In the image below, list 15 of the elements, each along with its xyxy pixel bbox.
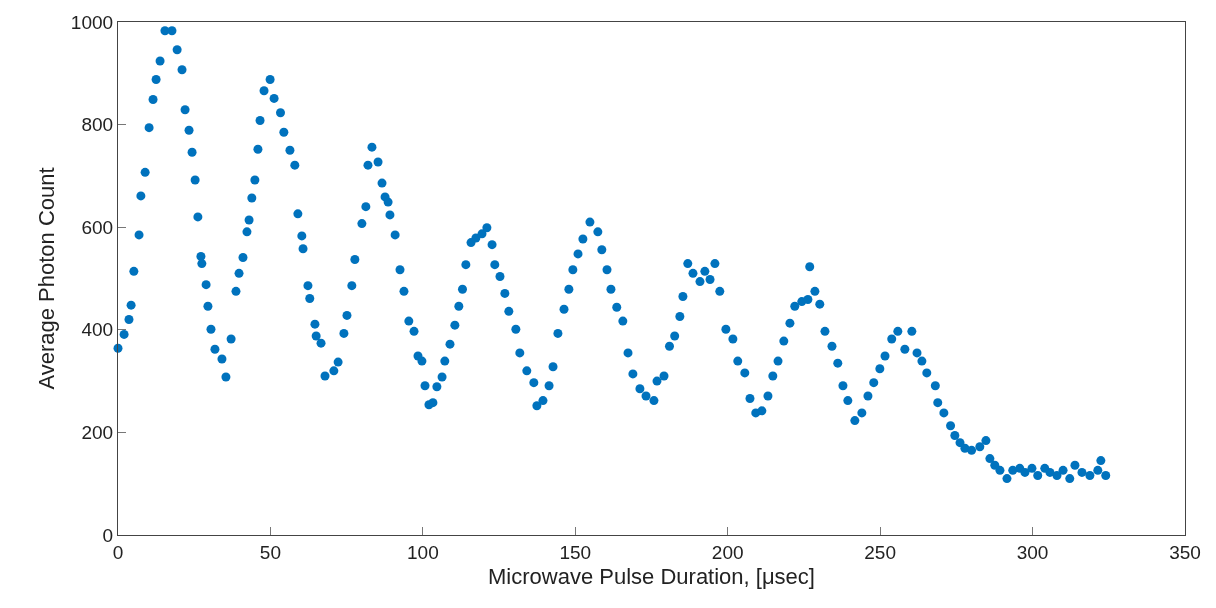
- x-tick-label: 250: [864, 541, 896, 563]
- y-axis-title: Average Photon Count: [33, 167, 59, 390]
- y-tick-label: 400: [81, 319, 114, 341]
- x-tick-label: 200: [711, 541, 744, 563]
- x-tick-label: 100: [407, 541, 439, 563]
- x-tick-label: 300: [1016, 541, 1049, 563]
- x-axis-title: Microwave Pulse Duration, [μsec]: [488, 563, 815, 589]
- y-tick-label: 800: [81, 114, 114, 136]
- y-tick-label: 0: [102, 524, 114, 546]
- x-tick-label: 350: [1169, 541, 1201, 563]
- y-tick-label: 600: [81, 216, 114, 238]
- y-tick-label: 200: [81, 422, 114, 444]
- y-tick-label: 1000: [70, 11, 114, 33]
- x-tick-label: 50: [259, 541, 281, 563]
- x-tick-label: 150: [559, 541, 592, 563]
